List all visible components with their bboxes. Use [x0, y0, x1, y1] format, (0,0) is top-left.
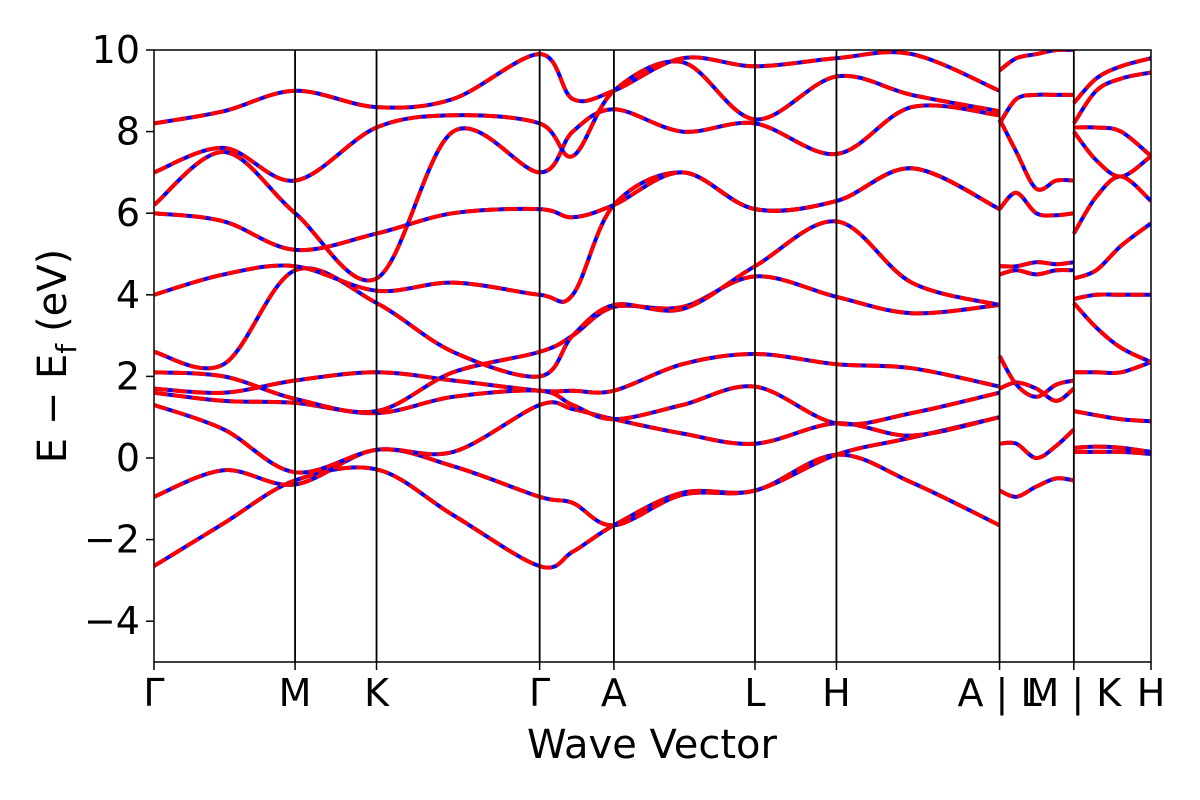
band-15-primary — [997, 354, 1075, 399]
y-axis-label-sub: f — [50, 343, 83, 354]
y-tick-label-3: 4 — [116, 273, 140, 317]
x-tick-label-5: L — [744, 671, 765, 715]
x-tick-label-9: H — [1137, 671, 1166, 715]
x-tick-label-6: H — [822, 671, 851, 715]
band-17-primary — [999, 260, 1075, 269]
y-axis: 10 8 6 4 2 0 −2 −4 — [84, 28, 154, 643]
band-10-secondary — [154, 59, 1000, 183]
band-31-primary — [1073, 125, 1151, 158]
band-9-primary — [154, 103, 1000, 283]
band-31-secondary — [1073, 125, 1151, 158]
band-0-primary — [154, 452, 1001, 570]
x-tick-label-2: K — [364, 671, 390, 715]
band-32-primary — [1072, 70, 1151, 125]
x-tick-label-3: Γ — [529, 671, 550, 715]
x-tick-label-0: Γ — [143, 671, 164, 715]
band-4-secondary — [154, 352, 1001, 395]
band-29-primary — [1072, 174, 1151, 235]
y-tick-label-2: 6 — [116, 191, 140, 235]
band-4-primary — [154, 352, 1001, 395]
band-26-secondary — [1072, 301, 1151, 364]
y-tick-label-6: −2 — [84, 518, 140, 562]
band-14-primary — [998, 380, 1076, 403]
y-axis-label-unit: (eV) — [30, 249, 76, 332]
band-8-primary — [154, 166, 1001, 253]
bands-layer — [154, 50, 1151, 570]
band-1-secondary — [154, 415, 1001, 528]
y-tick-label-5: 0 — [116, 436, 140, 480]
band-6-primary — [154, 219, 1001, 379]
band-27-primary — [1073, 292, 1151, 301]
y-axis-label: E − Ef (eV) — [30, 249, 83, 464]
band-11-primary — [154, 50, 1001, 126]
band-25-primary — [1073, 360, 1151, 376]
band-23-primary — [1073, 444, 1151, 454]
band-21-primary — [998, 50, 1074, 73]
y-tick-label-7: −4 — [84, 599, 140, 643]
band-33-primary — [1072, 56, 1151, 105]
band-28-primary — [1073, 221, 1151, 281]
band-16-primary — [999, 267, 1074, 277]
band-22-primary — [1073, 449, 1151, 456]
band-12-primary — [998, 476, 1075, 499]
band-20-primary — [997, 92, 1074, 125]
band-1-primary — [154, 415, 1001, 528]
band-26-primary — [1072, 301, 1151, 364]
kpoint-lines — [294, 50, 1075, 662]
band-13-primary — [999, 427, 1076, 460]
band-18-primary — [998, 190, 1075, 218]
x-tick-label-7: A | L — [957, 671, 1041, 716]
band-11-secondary — [154, 50, 1001, 126]
y-tick-label-1: 8 — [116, 110, 140, 154]
x-tick-label-1: M — [279, 671, 312, 715]
band-24-primary — [1073, 409, 1151, 424]
y-tick-label-4: 2 — [116, 354, 140, 398]
band-20-secondary — [997, 92, 1074, 125]
y-axis-label-main: E − E — [30, 354, 76, 464]
band-30-secondary — [1072, 130, 1151, 179]
x-axis-label: Wave Vector — [527, 722, 778, 768]
band-29-secondary — [1072, 174, 1151, 235]
x-axis: Γ M K Γ A L H A | LM | K H — [143, 662, 1165, 716]
plot-frame — [153, 49, 1152, 663]
y-tick-label-0: 10 — [92, 28, 140, 72]
band-18-secondary — [998, 190, 1075, 218]
band-30-primary — [1072, 130, 1151, 179]
x-tick-label-4: A — [601, 671, 627, 715]
band-10-primary — [154, 59, 1000, 183]
band-19-primary — [997, 118, 1074, 192]
x-tick-label-8: M | K — [1026, 671, 1122, 716]
